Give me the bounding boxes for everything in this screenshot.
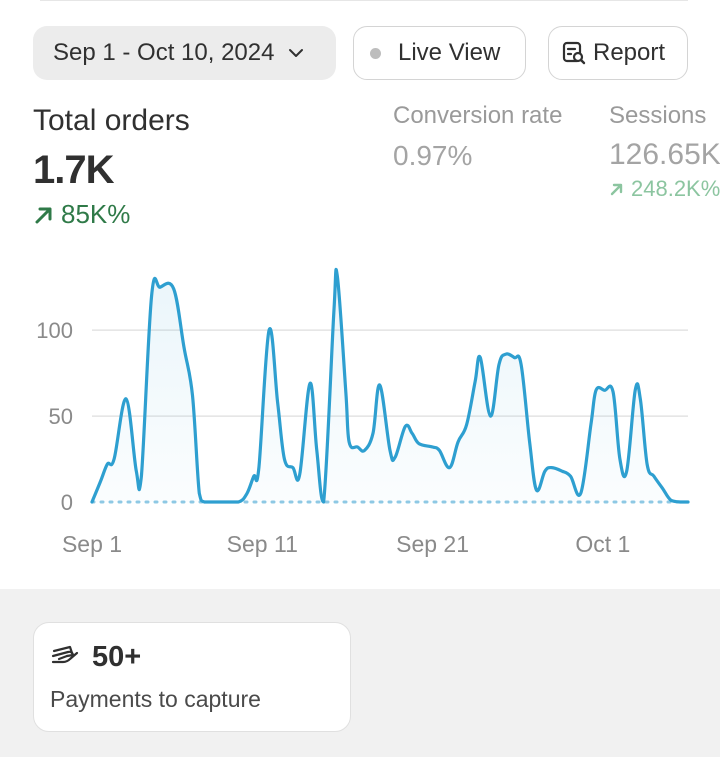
sessions-value: 126.65K <box>609 138 720 171</box>
y-tick-label: 100 <box>36 318 73 343</box>
conversion-rate-label: Conversion rate <box>393 102 563 129</box>
report-button[interactable]: Report <box>548 26 688 80</box>
x-tick-label: Sep 1 <box>62 531 122 557</box>
orders-chart: 0 50 100 Sep 1 Sep 11 Sep 21 Oct 1 <box>36 268 690 557</box>
payments-count: 50+ <box>92 641 142 673</box>
orders-series-line <box>90 268 690 504</box>
analytics-card: Sep 1 - Oct 10, 2024 Live View Report To… <box>0 0 720 589</box>
x-tick-label: Sep 11 <box>227 531 298 557</box>
payments-label: Payments to capture <box>50 686 261 712</box>
chevron-down-icon <box>288 48 304 58</box>
live-view-button[interactable]: Live View <box>353 26 526 80</box>
status-dot-icon <box>370 47 381 59</box>
orders-series-area <box>92 269 688 502</box>
payment-hand-icon <box>50 642 82 673</box>
total-orders-value: 1.7K <box>33 148 114 192</box>
total-orders-label: Total orders <box>33 104 190 137</box>
payments-card[interactable]: 50+ Payments to capture <box>33 622 351 732</box>
arrow-up-right-icon <box>33 204 55 226</box>
date-range-label: Sep 1 - Oct 10, 2024 <box>53 39 275 66</box>
sessions-label: Sessions <box>609 102 707 129</box>
sessions-change-value: 248.2K% <box>631 176 720 201</box>
x-tick-label: Sep 21 <box>396 531 469 557</box>
sessions-metric[interactable]: Sessions 126.65K 248.2K% <box>609 102 720 202</box>
conversion-rate-value: 0.97% <box>393 140 473 171</box>
x-tick-label: Oct 1 <box>575 531 630 557</box>
total-orders-change: 85K% <box>33 199 190 230</box>
y-tick-label: 50 <box>49 404 73 429</box>
total-orders-change-value: 85K% <box>61 199 131 229</box>
conversion-rate-metric[interactable]: Conversion rate 0.97% <box>393 102 562 172</box>
report-search-icon <box>561 40 587 66</box>
y-tick-label: 0 <box>61 490 73 515</box>
live-view-label: Live View <box>398 39 501 66</box>
arrow-up-right-icon <box>609 181 625 197</box>
top-divider <box>40 0 688 1</box>
date-range-button[interactable]: Sep 1 - Oct 10, 2024 <box>33 26 336 80</box>
report-label: Report <box>593 39 666 66</box>
sessions-change: 248.2K% <box>609 176 720 202</box>
total-orders-metric[interactable]: Total orders 1.7K 85K% <box>33 104 190 230</box>
